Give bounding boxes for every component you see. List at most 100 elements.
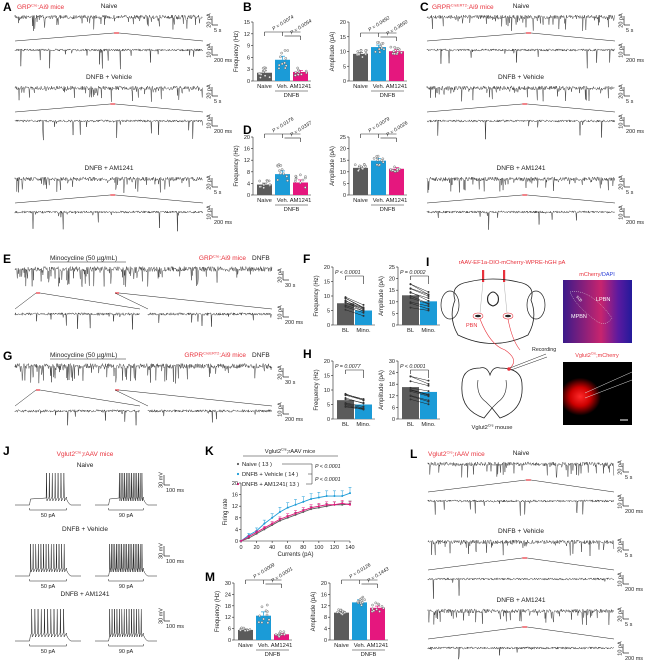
zoom-connector	[14, 194, 111, 204]
data-point	[294, 513, 297, 516]
data-point	[389, 45, 393, 49]
x-tick-label: 20	[254, 545, 260, 551]
scale-bar-time-label: 100 ms	[166, 624, 184, 630]
y-tick-label: 4	[247, 181, 250, 187]
strain-label: GRPRCreERT2:Ai9 mice	[432, 3, 494, 12]
panel-c-zoom-trace	[426, 119, 615, 140]
scale-bar-long-amplitude-label: 20 pA	[207, 84, 213, 99]
strain-suffix: :Ai9 mice	[467, 4, 494, 11]
panel-a-long-trace	[14, 14, 203, 31]
data-point	[409, 291, 412, 294]
panel-e-zoom-trace	[14, 311, 140, 330]
y-axis-label: Frequency (Hz)	[234, 31, 240, 72]
data-point	[304, 186, 307, 189]
projection-path	[479, 318, 521, 370]
data-point	[409, 380, 412, 383]
data-point	[341, 495, 344, 498]
data-point	[349, 492, 351, 495]
zoom-connector	[530, 32, 616, 42]
data-point	[427, 302, 430, 305]
scale-bar-long-amplitude-label: 20 pA	[278, 365, 284, 380]
condition-title: Naive	[101, 3, 118, 10]
data-point	[286, 49, 289, 52]
data-point	[393, 46, 396, 49]
paired-line	[345, 393, 364, 401]
y-tick-label: 20	[340, 147, 346, 153]
y-tick-label: 12	[244, 158, 250, 164]
condition-title: DNFB + AM1241	[497, 165, 546, 172]
data-point	[378, 50, 382, 54]
data-point	[374, 50, 377, 54]
data-point	[283, 633, 286, 636]
scale-bar-zoom-amplitude-label: 10 pA	[278, 402, 284, 417]
group-label: DNFB	[265, 652, 281, 658]
y-tick-label: 0	[327, 417, 330, 423]
data-point	[276, 178, 279, 182]
zoom-connector	[115, 103, 204, 113]
data-point	[361, 55, 364, 59]
data-point	[359, 601, 363, 605]
y-tick-label: 4	[235, 527, 238, 533]
panel-c-long-trace	[426, 85, 615, 102]
legend-marker	[236, 472, 240, 476]
data-point	[341, 502, 344, 505]
panel-a-zoom-trace	[14, 210, 203, 232]
bar-mino	[420, 301, 437, 325]
paired-line	[410, 389, 429, 396]
virus-label: rAAV-EF1a-DIO-mCherry-WPRE-hGH pA	[459, 260, 566, 266]
y-axis-label: Firing rate	[223, 498, 229, 526]
data-point	[339, 609, 342, 612]
zoom-connector	[427, 626, 523, 640]
data-point	[302, 511, 305, 513]
data-point	[277, 63, 281, 67]
paired-line	[345, 296, 364, 306]
p-value: P < 0.0001	[315, 477, 341, 483]
current-step-label: 50 pA	[41, 584, 56, 590]
strain-suffix: ;mCherry	[596, 353, 619, 359]
bar-bl	[337, 303, 354, 325]
data-point	[317, 505, 320, 508]
data-point	[382, 47, 386, 51]
data-point	[344, 405, 347, 408]
zoom-connector	[427, 479, 526, 493]
data-point	[427, 393, 430, 396]
strain-suffix: ;rAAV mice	[81, 451, 113, 458]
bar-naive	[353, 167, 368, 195]
p-value: P = 0.0001	[270, 566, 294, 584]
data-point	[297, 70, 301, 74]
scale-bar-zoom-time-label: 200 ms	[285, 417, 303, 423]
scale-bar-zoom-time-label: 200 ms	[214, 129, 232, 135]
data-point	[279, 55, 282, 59]
paired-line	[345, 397, 364, 404]
data-point	[257, 72, 261, 76]
data-point	[362, 303, 365, 306]
data-point	[362, 314, 365, 317]
condition-label: DNFB	[252, 255, 270, 262]
x-tick-label: 40	[269, 545, 275, 551]
condition-title: DNFB + Vehicle	[86, 74, 132, 81]
paired-line	[410, 303, 429, 310]
data-point	[279, 630, 282, 633]
data-point	[255, 532, 258, 535]
data-point	[400, 51, 403, 55]
data-point	[263, 526, 266, 529]
category-label: Mino.	[421, 422, 436, 428]
data-point	[310, 508, 313, 511]
panel-label-c: C	[420, 0, 429, 14]
y-tick-label: 0	[324, 638, 327, 644]
dapi-label: /DAPI	[600, 272, 615, 278]
spinal-cord-outline	[461, 367, 523, 419]
data-point	[358, 164, 361, 168]
scale-bar-zoom-time-label: 200 ms	[214, 58, 232, 64]
category-label: Mino.	[356, 328, 371, 334]
paired-line	[410, 284, 429, 295]
scale-bar-zoom-time-label: 200 ms	[625, 587, 643, 593]
paired-line	[410, 307, 429, 311]
category-label: AM1241	[386, 84, 408, 90]
scale-bar-long-amplitude-label: 20 pA	[278, 268, 284, 283]
data-point	[409, 388, 412, 391]
panel-label-i: I	[426, 255, 429, 269]
y-tick-label: 16	[244, 147, 250, 153]
data-point	[258, 179, 261, 183]
